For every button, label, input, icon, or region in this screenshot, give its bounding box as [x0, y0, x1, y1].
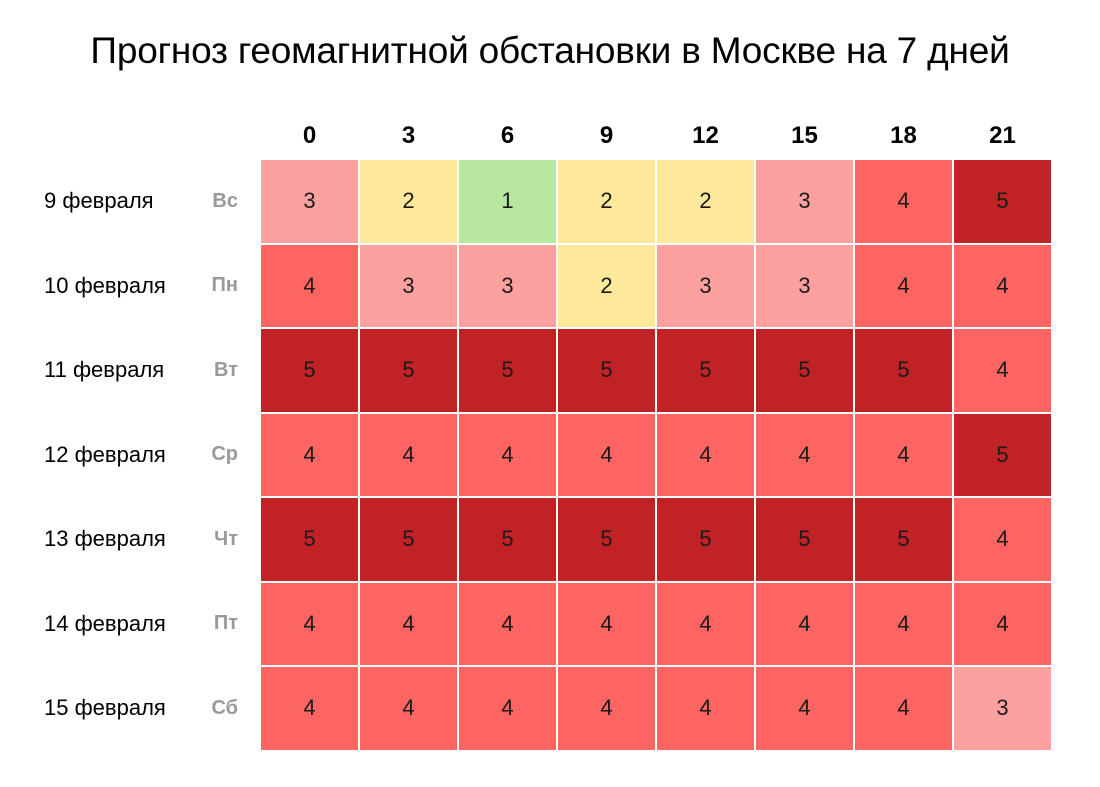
row-weekday-label: Сб [211, 696, 238, 719]
heatmap-cell: 2 [359, 159, 458, 244]
row-date-label: 15 февраля [44, 695, 166, 720]
heatmap-cell: 5 [953, 159, 1052, 244]
heatmap-cell: 4 [359, 581, 458, 666]
heatmap-cell: 4 [458, 666, 557, 751]
row-date-label: 13 февраля [44, 526, 166, 551]
heatmap-cell: 3 [755, 159, 854, 244]
row-date-label: 14 февраля [44, 610, 166, 636]
heatmap-cell: 4 [260, 666, 359, 751]
column-header: 18 [890, 122, 917, 149]
heatmap-cell: 5 [458, 328, 557, 413]
heatmap-cell: 2 [557, 159, 656, 244]
heatmap-cell: 5 [359, 328, 458, 413]
row-date-label: 12 февраля [44, 441, 166, 467]
heatmap-cell: 4 [755, 412, 854, 497]
column-header: 3 [401, 122, 416, 149]
heatmap-cell: 5 [557, 497, 656, 582]
heatmap-cell: 4 [854, 581, 953, 666]
heatmap-cell: 1 [458, 159, 557, 244]
heatmap-cell: 4 [755, 666, 854, 751]
heatmap-cell: 5 [359, 497, 458, 582]
heatmap-cell: 5 [656, 328, 755, 413]
heatmap-cell: 5 [458, 497, 557, 582]
heatmap-cell: 4 [458, 412, 557, 497]
column-header: 0 [302, 122, 317, 149]
heatmap-cell: 4 [260, 581, 359, 666]
heatmap-cell: 4 [953, 497, 1052, 582]
heatmap-cell: 5 [656, 497, 755, 582]
column-header: 12 [692, 122, 719, 149]
column-header: 9 [599, 122, 614, 149]
row-weekday-label: Пн [211, 274, 238, 296]
heatmap-cell: 4 [854, 412, 953, 497]
heatmap-cell: 3 [458, 243, 557, 328]
column-header: 6 [500, 122, 515, 149]
column-header: 15 [791, 122, 818, 149]
heatmap-cell: 5 [260, 497, 359, 582]
heatmap-cell: 5 [854, 328, 953, 413]
row-label: 15 февраля Сб [0, 666, 238, 750]
heatmap-cell: 3 [260, 159, 359, 244]
heatmap-cell: 4 [260, 412, 359, 497]
heatmap-cell: 4 [656, 581, 755, 666]
row-weekday-label: Пт [213, 612, 238, 634]
heatmap-cell: 5 [260, 328, 359, 413]
heatmap-cell: 4 [854, 159, 953, 244]
row-weekday-label: Ср [211, 443, 238, 465]
row-date-label: 9 февраля [44, 188, 154, 213]
heatmap-cell: 4 [953, 243, 1052, 328]
heatmap-cell: 4 [656, 666, 755, 751]
heatmap-cell: 4 [359, 666, 458, 751]
heatmap-cell: 4 [854, 243, 953, 328]
row-label: 10 февраля Пн [0, 244, 238, 328]
heatmap-cell: 4 [557, 412, 656, 497]
row-label: 12 февраля Ср [0, 413, 238, 497]
row-weekday-label: Вт [214, 358, 238, 381]
row-label: 9 февраля Вс [0, 159, 238, 243]
row-label: 14 февраля Пт [0, 582, 238, 666]
heatmap-cell: 4 [953, 581, 1052, 666]
row-weekday-label: Чт [214, 527, 238, 550]
heatmap-cell: 3 [953, 666, 1052, 751]
row-date-label: 11 февраля [44, 357, 165, 382]
heatmap-cell: 3 [656, 243, 755, 328]
heatmap-cell: 5 [557, 328, 656, 413]
heatmap-cell: 5 [755, 328, 854, 413]
heatmap-cell: 2 [656, 159, 755, 244]
heatmap-cell: 4 [557, 581, 656, 666]
heatmap-cell: 4 [359, 412, 458, 497]
heatmap-cell: 3 [359, 243, 458, 328]
heatmap-cell: 4 [656, 412, 755, 497]
heatmap-cell: 2 [557, 243, 656, 328]
heatmap-cell: 4 [953, 328, 1052, 413]
row-weekday-label: Вс [212, 189, 238, 212]
heatmap-cell: 4 [557, 666, 656, 751]
heatmap-cell: 4 [755, 581, 854, 666]
row-label: 13 февраля Чт [0, 497, 238, 581]
row-date-label: 10 февраля [44, 272, 166, 298]
column-header: 21 [989, 122, 1016, 149]
heatmap-cell: 3 [755, 243, 854, 328]
row-label: 11 февраля Вт [0, 328, 238, 412]
heatmap-cell: 4 [260, 243, 359, 328]
heatmap-cell: 5 [953, 412, 1052, 497]
heatmap-cell: 4 [854, 666, 953, 751]
chart-title: Прогноз геомагнитной обстановки в Москве… [90, 30, 1010, 71]
heatmap-cell: 5 [755, 497, 854, 582]
heatmap-cell: 5 [854, 497, 953, 582]
heatmap-cell: 4 [458, 581, 557, 666]
